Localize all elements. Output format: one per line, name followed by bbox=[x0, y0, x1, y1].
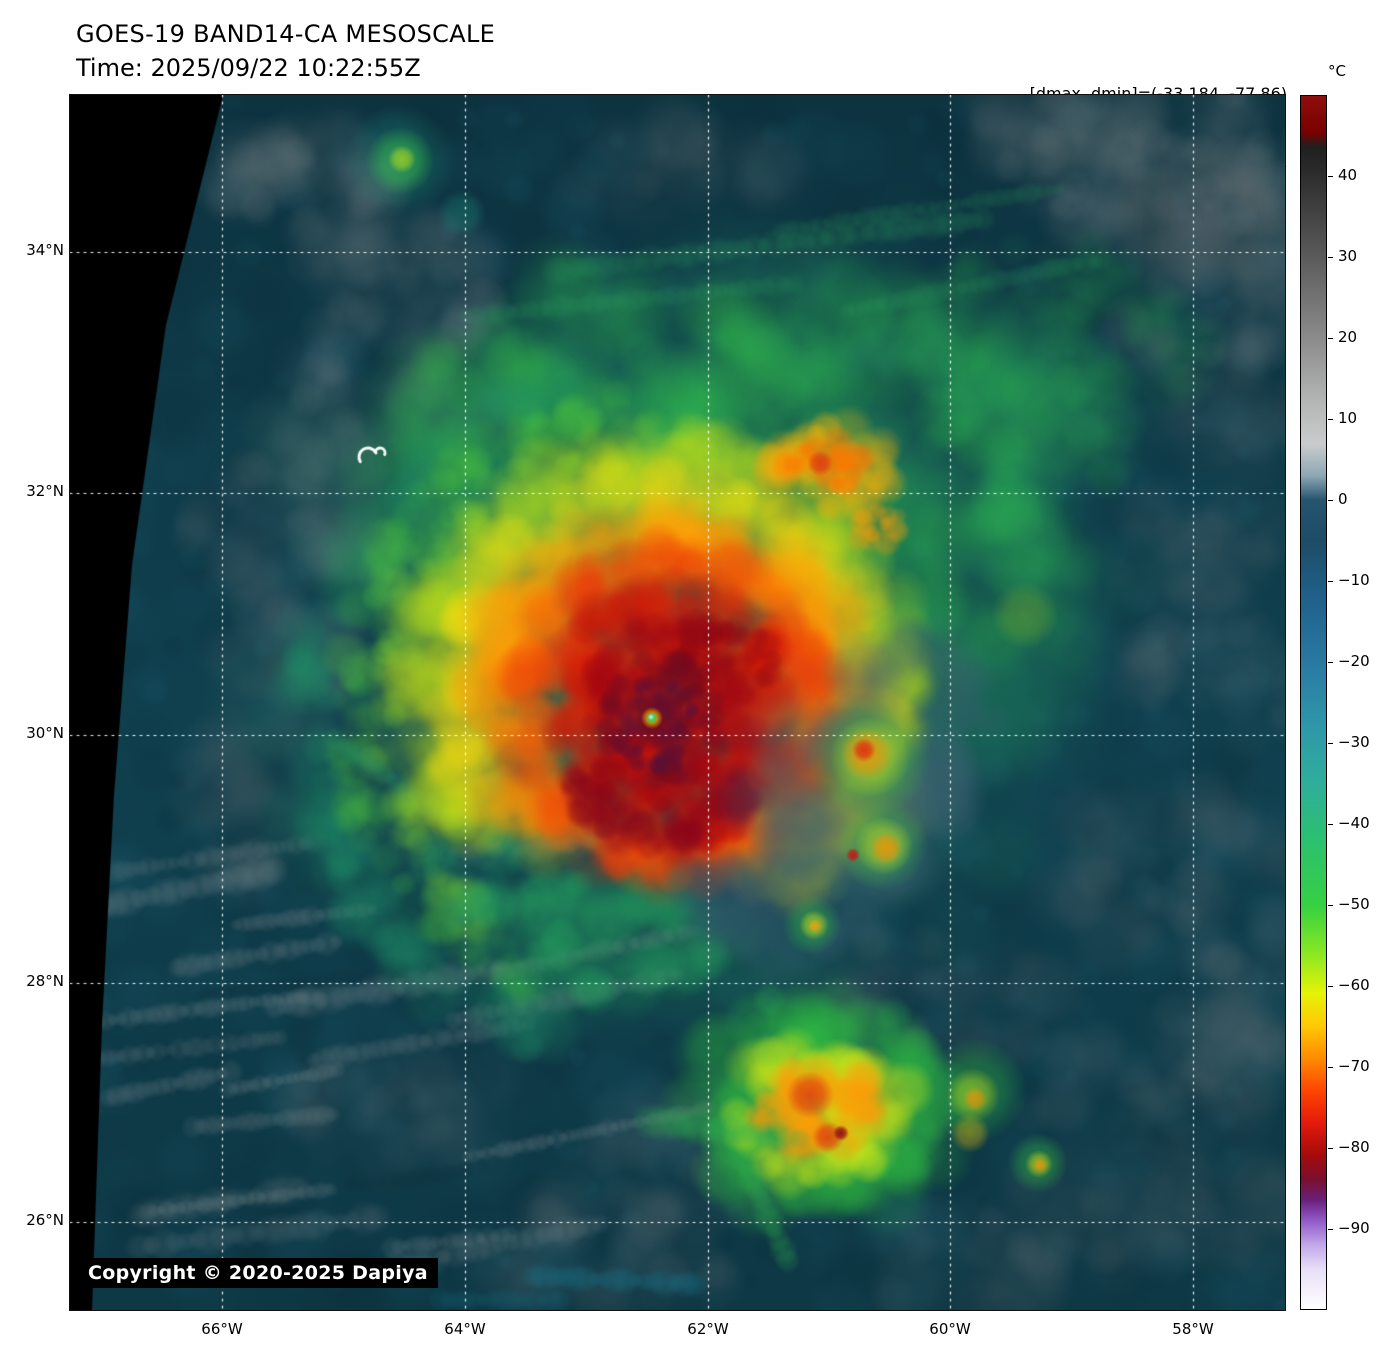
lon-tick-label: 62°W bbox=[687, 1320, 729, 1338]
colorbar-tick-label: 0 bbox=[1338, 490, 1348, 508]
lon-tick-label: 60°W bbox=[929, 1320, 971, 1338]
colorbar-tick-mark bbox=[1328, 1147, 1333, 1149]
colorbar bbox=[1300, 95, 1327, 1310]
satellite-map: Copyright © 2020-2025 Dapiya bbox=[69, 94, 1286, 1311]
colorbar-unit-label: °C bbox=[1328, 62, 1346, 80]
lat-tick-label: 34°N bbox=[26, 241, 64, 259]
lon-tick-label: 66°W bbox=[201, 1320, 243, 1338]
colorbar-tick-mark bbox=[1328, 985, 1333, 987]
colorbar-tick-label: −60 bbox=[1338, 976, 1370, 994]
colorbar-tick-mark bbox=[1328, 742, 1333, 744]
lat-tick-label: 28°N bbox=[26, 972, 64, 990]
colorbar-tick-label: −30 bbox=[1338, 733, 1370, 751]
satellite-image-canvas bbox=[70, 95, 1285, 1310]
product-time: Time: 2025/09/22 10:22:55Z bbox=[76, 54, 421, 82]
lat-tick-label: 32°N bbox=[26, 482, 64, 500]
colorbar-gradient bbox=[1301, 96, 1326, 1309]
colorbar-tick-label: 10 bbox=[1338, 409, 1358, 427]
lon-tick-label: 64°W bbox=[444, 1320, 486, 1338]
copyright-badge: Copyright © 2020-2025 Dapiya bbox=[78, 1258, 438, 1288]
colorbar-tick-label: −70 bbox=[1338, 1057, 1370, 1075]
colorbar-tick-mark bbox=[1328, 418, 1333, 420]
colorbar-tick-mark bbox=[1328, 175, 1333, 177]
colorbar-tick-label: −40 bbox=[1338, 814, 1370, 832]
colorbar-tick-mark bbox=[1328, 823, 1333, 825]
colorbar-tick-label: 30 bbox=[1338, 247, 1358, 265]
lat-tick-label: 26°N bbox=[26, 1211, 64, 1229]
colorbar-tick-label: 40 bbox=[1338, 166, 1358, 184]
colorbar-tick-mark bbox=[1328, 256, 1333, 258]
colorbar-tick-mark bbox=[1328, 661, 1333, 663]
colorbar-tick-mark bbox=[1328, 499, 1333, 501]
product-title: GOES-19 BAND14-CA MESOSCALE bbox=[76, 20, 496, 48]
colorbar-tick-mark bbox=[1328, 337, 1333, 339]
colorbar-tick-label: −80 bbox=[1338, 1138, 1370, 1156]
colorbar-tick-label: −90 bbox=[1338, 1219, 1370, 1237]
lat-tick-label: 30°N bbox=[26, 724, 64, 742]
colorbar-tick-mark bbox=[1328, 1228, 1333, 1230]
colorbar-tick-label: −50 bbox=[1338, 895, 1370, 913]
colorbar-tick-label: −10 bbox=[1338, 571, 1370, 589]
colorbar-tick-mark bbox=[1328, 904, 1333, 906]
colorbar-tick-label: 20 bbox=[1338, 328, 1358, 346]
lon-tick-label: 58°W bbox=[1172, 1320, 1214, 1338]
colorbar-tick-label: −20 bbox=[1338, 652, 1370, 670]
colorbar-tick-mark bbox=[1328, 1066, 1333, 1068]
colorbar-tick-mark bbox=[1328, 580, 1333, 582]
